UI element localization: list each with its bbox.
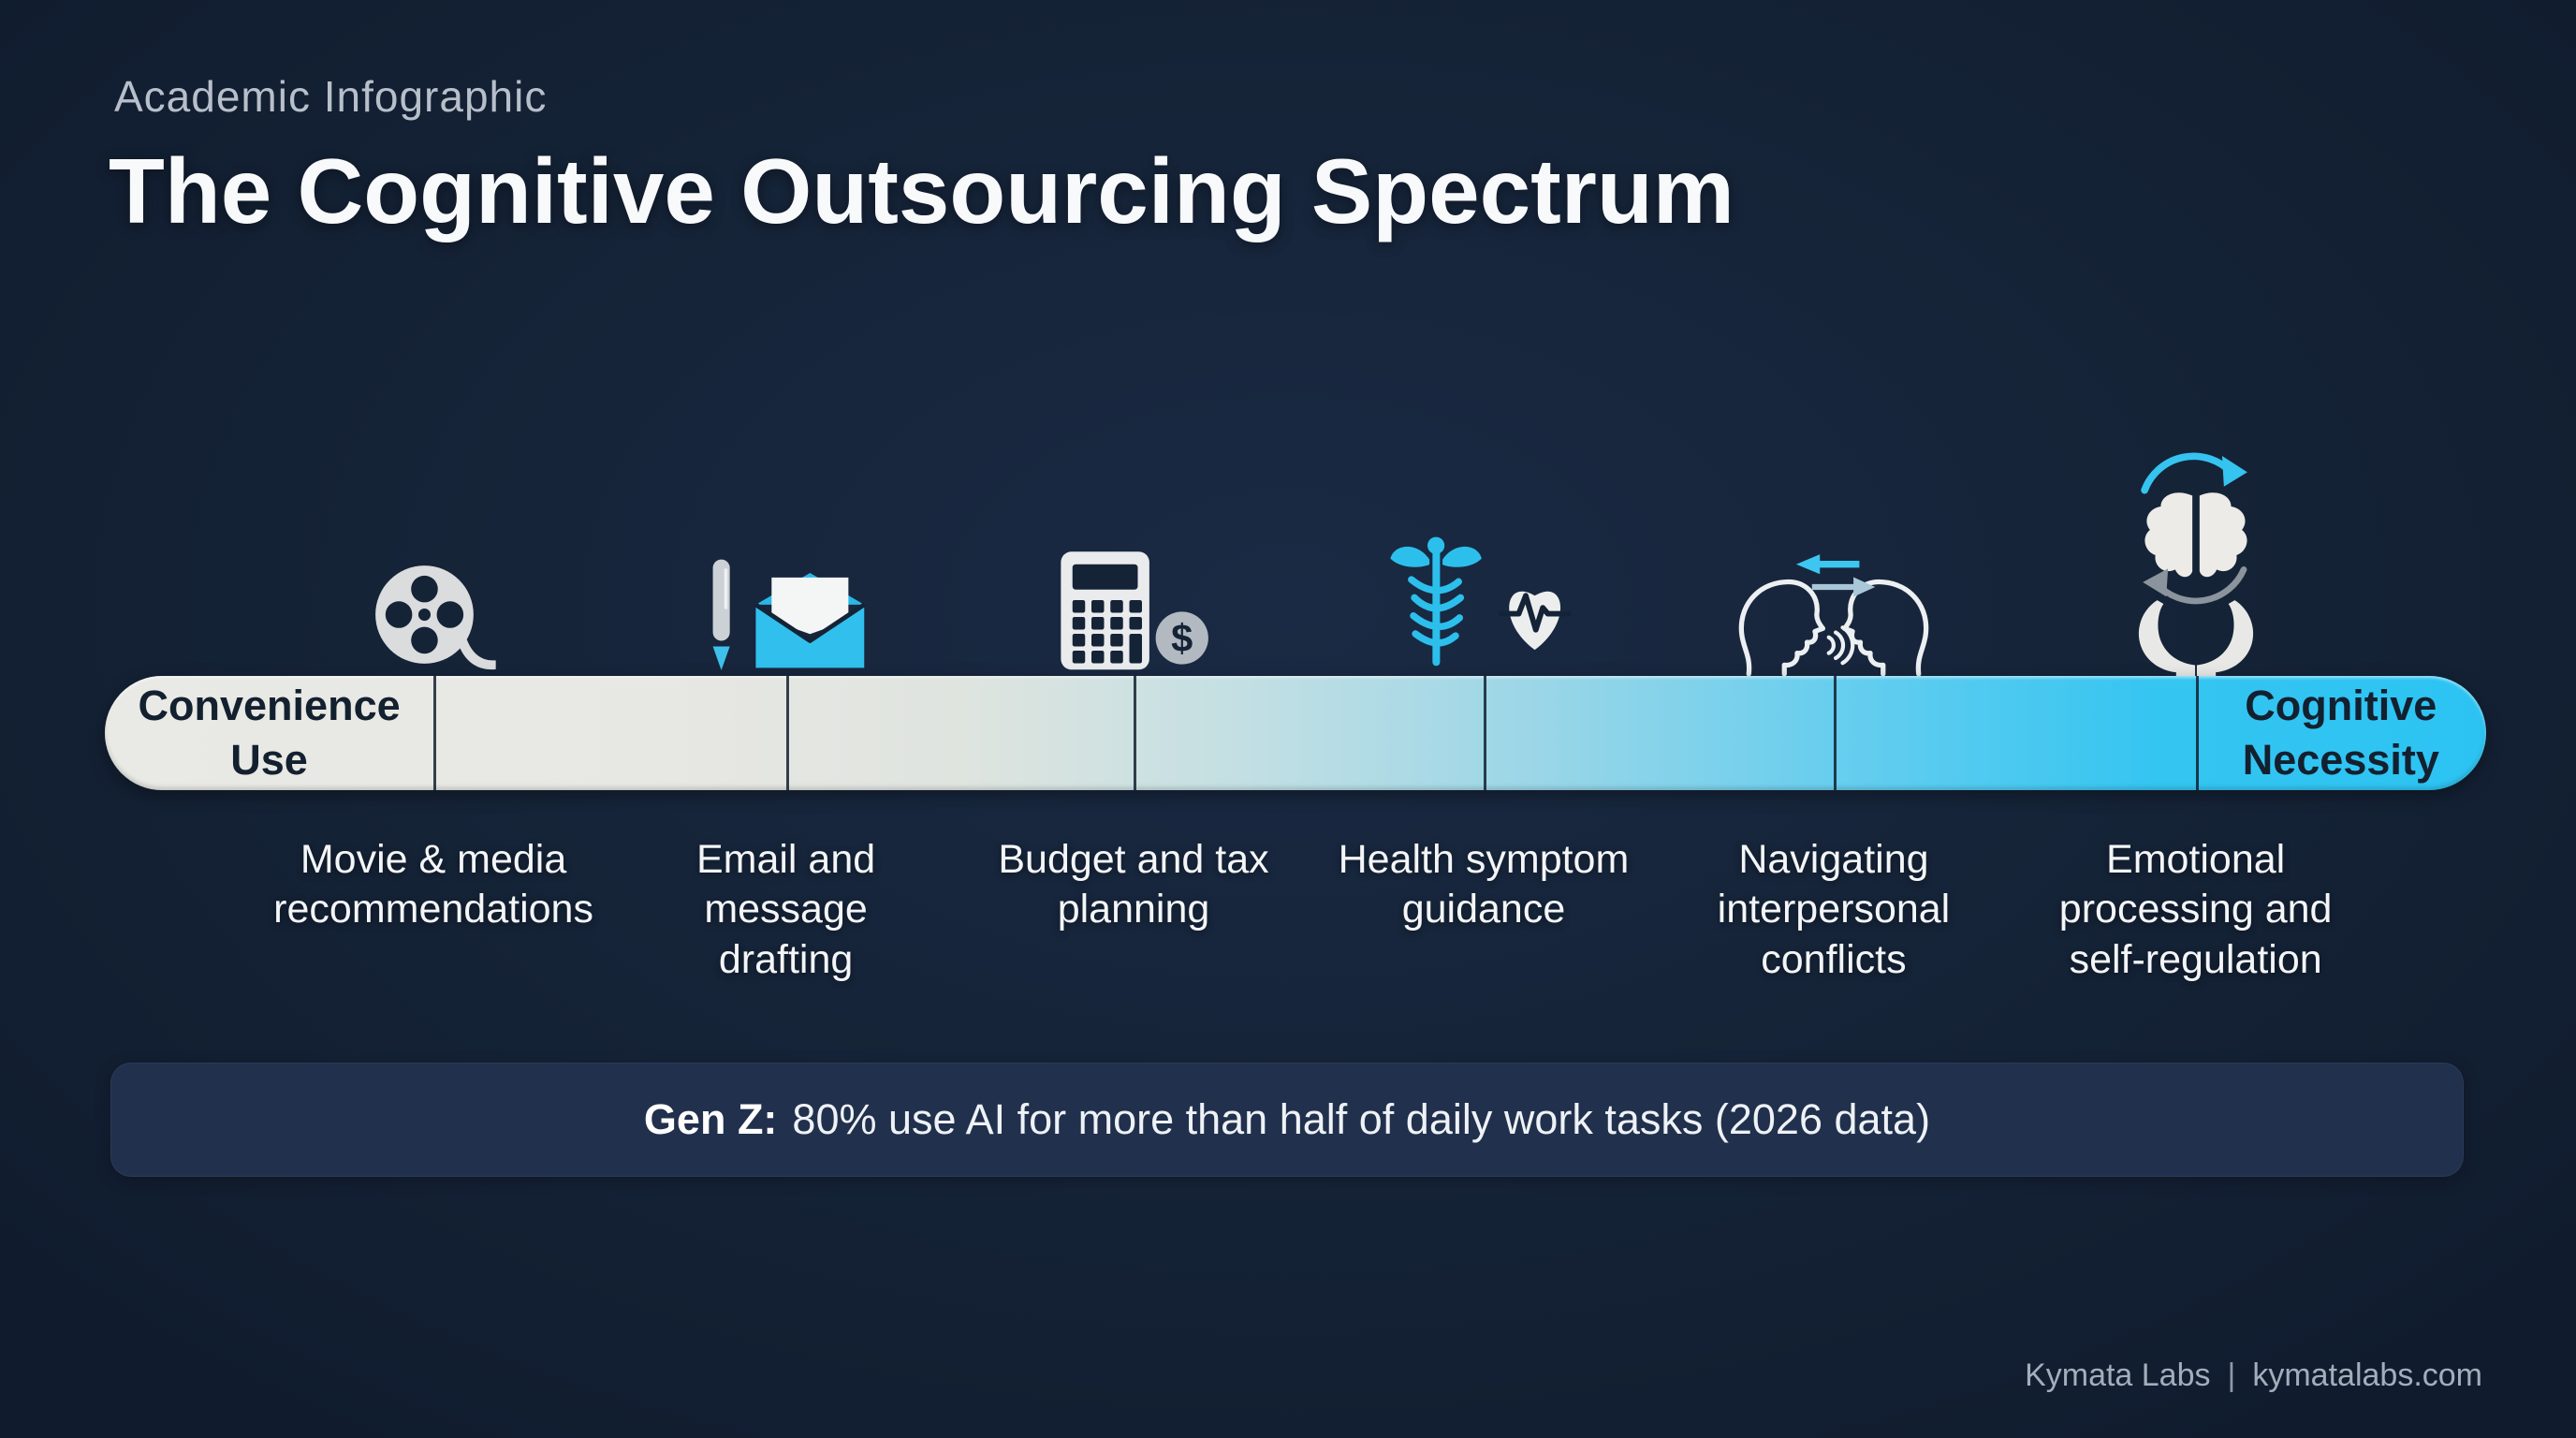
spectrum-left-endpoint-label: Convenience Use [138, 682, 401, 784]
footer: Kymata Labs | kymatalabs.com [2025, 1357, 2482, 1394]
spectrum-item-emotional [2119, 433, 2273, 676]
segment-divider [1483, 676, 1486, 790]
spectrum-section: $ [105, 393, 2486, 1049]
film-reel-icon [375, 565, 496, 670]
eyebrow-label: Academic Infographic [114, 72, 548, 121]
segment-divider [1833, 676, 1837, 790]
spectrum-left-endpoint: Convenience Use [105, 676, 433, 790]
stat-callout: Gen Z: 80% use AI for more than half of … [110, 1063, 2464, 1177]
footer-brand: Kymata Labs [2025, 1357, 2211, 1393]
spectrum-right-endpoint-label: Cognitive Necessity [2242, 682, 2439, 784]
item-label-budget: Budget and tax planning [998, 837, 1269, 932]
svg-text:$: $ [1171, 616, 1193, 660]
segment-divider [433, 676, 437, 790]
footer-separator: | [2227, 1357, 2236, 1393]
item-label-email: Email and message drafting [695, 837, 876, 982]
pen-envelope-icon [712, 559, 866, 670]
segment-divider [2195, 676, 2199, 790]
spectrum-item-conflicts [1734, 552, 1932, 676]
page-title: The Cognitive Outsourcing Spectrum [109, 139, 1734, 242]
spectrum-bar: Convenience Use Cognitive Necessity [105, 676, 2486, 790]
spectrum-right-endpoint: Cognitive Necessity [2196, 676, 2486, 790]
footer-domain: kymatalabs.com [2252, 1357, 2482, 1393]
stat-text: 80% use AI for more than half of daily w… [792, 1095, 1931, 1143]
item-label-health: Health symptom guidance [1338, 837, 1630, 932]
spectrum-item-movies [367, 559, 501, 676]
item-label-movies: Movie & media recommendations [273, 837, 593, 932]
spectrum-item-budget: $ [1055, 550, 1213, 676]
conversation-arrows-icon [1738, 554, 1929, 676]
segment-divider [1134, 676, 1136, 790]
item-label-emotional: Emotional processing and self-regulation [2058, 837, 2333, 982]
brain-hands-icon [2138, 452, 2253, 676]
spectrum-item-health [1388, 536, 1579, 676]
stat-label: Gen Z: [643, 1095, 778, 1143]
item-label-conflicts: Navigating interpersonal conflicts [1717, 837, 1951, 982]
segment-divider [785, 676, 789, 790]
spectrum-item-email [701, 557, 871, 676]
caduceus-heart-icon [1390, 536, 1572, 667]
calculator-dollar-icon: $ [1061, 551, 1208, 670]
